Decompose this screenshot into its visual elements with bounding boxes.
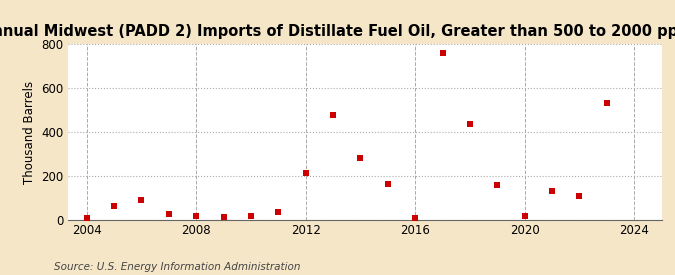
Point — [410, 216, 421, 220]
Point — [492, 183, 503, 188]
Point — [300, 170, 311, 175]
Y-axis label: Thousand Barrels: Thousand Barrels — [22, 80, 36, 184]
Point — [464, 122, 475, 126]
Point — [327, 113, 338, 118]
Text: Source: U.S. Energy Information Administration: Source: U.S. Energy Information Administ… — [54, 262, 300, 272]
Point — [273, 210, 284, 214]
Point — [574, 194, 585, 198]
Point — [382, 182, 393, 186]
Point — [437, 51, 448, 56]
Point — [54, 187, 65, 191]
Point — [81, 216, 92, 221]
Point — [601, 101, 612, 106]
Point — [218, 214, 229, 219]
Point — [191, 213, 202, 218]
Point — [109, 204, 119, 208]
Title: Annual Midwest (PADD 2) Imports of Distillate Fuel Oil, Greater than 500 to 2000: Annual Midwest (PADD 2) Imports of Disti… — [0, 24, 675, 39]
Point — [246, 214, 256, 219]
Point — [547, 189, 558, 193]
Point — [519, 213, 530, 218]
Point — [163, 212, 174, 216]
Point — [355, 156, 366, 161]
Point — [136, 198, 146, 202]
